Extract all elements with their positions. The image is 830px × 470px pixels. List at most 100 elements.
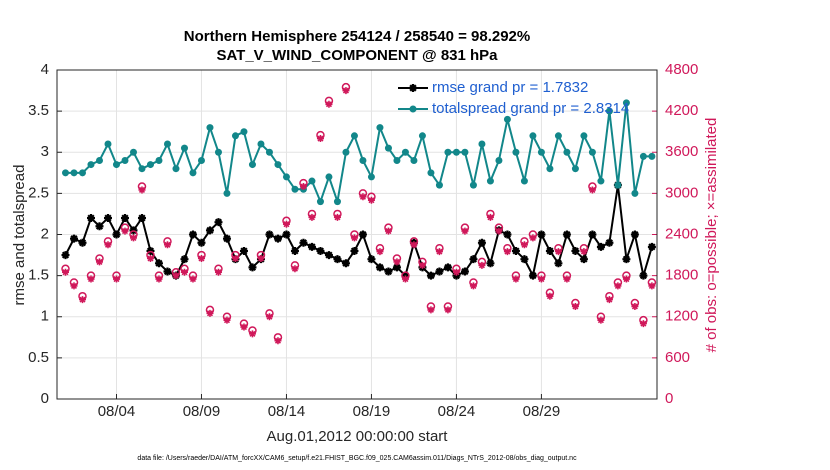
y-tick-label: 1 xyxy=(41,308,49,325)
data-point xyxy=(375,263,384,272)
data-point xyxy=(333,198,341,206)
data-point xyxy=(367,255,376,264)
data-point xyxy=(631,302,639,310)
data-point xyxy=(274,161,282,169)
data-point xyxy=(214,218,223,227)
data-point xyxy=(563,275,571,283)
data-point xyxy=(486,177,494,185)
data-point xyxy=(452,268,460,276)
data-point xyxy=(503,248,511,256)
data-point xyxy=(554,259,563,268)
data-point xyxy=(503,115,511,123)
y-tick-label: 2 xyxy=(41,225,49,242)
data-point xyxy=(469,255,478,264)
data-point xyxy=(112,275,120,283)
data-point xyxy=(78,296,86,304)
data-point xyxy=(571,302,579,310)
data-point xyxy=(563,148,571,156)
data-point xyxy=(554,248,562,256)
data-point xyxy=(121,227,129,235)
data-point xyxy=(588,186,596,194)
data-point xyxy=(478,261,486,269)
data-point xyxy=(188,230,197,239)
data-point xyxy=(137,214,146,223)
data-point xyxy=(435,248,443,256)
data-point xyxy=(384,227,392,235)
data-point xyxy=(308,177,316,185)
legend-marker xyxy=(409,105,417,113)
data-point xyxy=(520,255,529,264)
data-point xyxy=(392,263,401,272)
data-point xyxy=(273,234,282,243)
data-point xyxy=(333,255,342,264)
y2-tick-label: 1800 xyxy=(665,267,698,284)
data-point xyxy=(223,189,231,197)
data-point xyxy=(622,255,631,264)
data-point xyxy=(503,230,512,239)
data-point xyxy=(520,241,528,249)
data-point xyxy=(495,156,503,164)
data-point xyxy=(597,177,605,185)
data-point xyxy=(571,246,580,255)
y-tick-label: 0.5 xyxy=(28,349,49,366)
data-point xyxy=(61,268,69,276)
x-tick-label: 08/29 xyxy=(523,403,561,420)
data-point xyxy=(341,259,350,268)
data-point xyxy=(478,140,486,148)
data-point xyxy=(265,313,273,321)
data-point xyxy=(78,169,86,177)
data-point xyxy=(545,246,554,255)
data-point xyxy=(367,196,375,204)
y-axis-label: rmse and totalspread xyxy=(11,165,28,306)
data-point xyxy=(61,251,70,260)
data-point xyxy=(648,152,656,160)
data-point xyxy=(418,261,426,269)
data-point xyxy=(231,254,239,262)
data-point xyxy=(291,265,299,273)
data-point xyxy=(512,148,520,156)
data-point xyxy=(410,156,418,164)
data-point xyxy=(426,271,435,280)
data-point xyxy=(588,148,596,156)
data-point xyxy=(410,241,418,249)
data-point xyxy=(265,148,273,156)
data-point xyxy=(622,99,630,107)
data-point xyxy=(299,238,308,247)
data-point xyxy=(257,140,265,148)
data-point xyxy=(95,258,103,266)
legend-label: rmse grand pr = 1.7832 xyxy=(432,79,588,96)
data-point xyxy=(86,214,95,223)
data-point xyxy=(325,100,333,108)
data-point xyxy=(435,267,444,276)
data-point xyxy=(486,259,495,268)
data-point xyxy=(614,282,622,290)
data-point xyxy=(291,185,299,193)
data-point xyxy=(588,230,597,239)
data-point xyxy=(580,248,588,256)
y-tick-label: 1.5 xyxy=(28,267,49,284)
data-point xyxy=(146,161,154,169)
data-point xyxy=(579,255,588,264)
data-point xyxy=(460,267,469,276)
data-point xyxy=(359,193,367,201)
y-tick-label: 3.5 xyxy=(28,102,49,119)
data-point xyxy=(155,275,163,283)
x-tick-label: 08/09 xyxy=(183,403,221,420)
chart-subtitle: SAT_V_WIND_COMPONENT @ 831 hPa xyxy=(216,47,498,64)
data-point xyxy=(231,132,239,140)
y-tick-label: 4 xyxy=(41,61,49,78)
data-point xyxy=(214,268,222,276)
data-point xyxy=(189,169,197,177)
data-point xyxy=(461,227,469,235)
data-point xyxy=(103,214,112,223)
data-point xyxy=(120,214,129,223)
data-point xyxy=(444,148,452,156)
data-point xyxy=(444,306,452,314)
y2-tick-label: 600 xyxy=(665,349,690,366)
data-point xyxy=(529,132,537,140)
data-point xyxy=(265,230,274,239)
y2-tick-label: 4800 xyxy=(665,61,698,78)
data-point xyxy=(359,156,367,164)
data-point xyxy=(129,148,137,156)
